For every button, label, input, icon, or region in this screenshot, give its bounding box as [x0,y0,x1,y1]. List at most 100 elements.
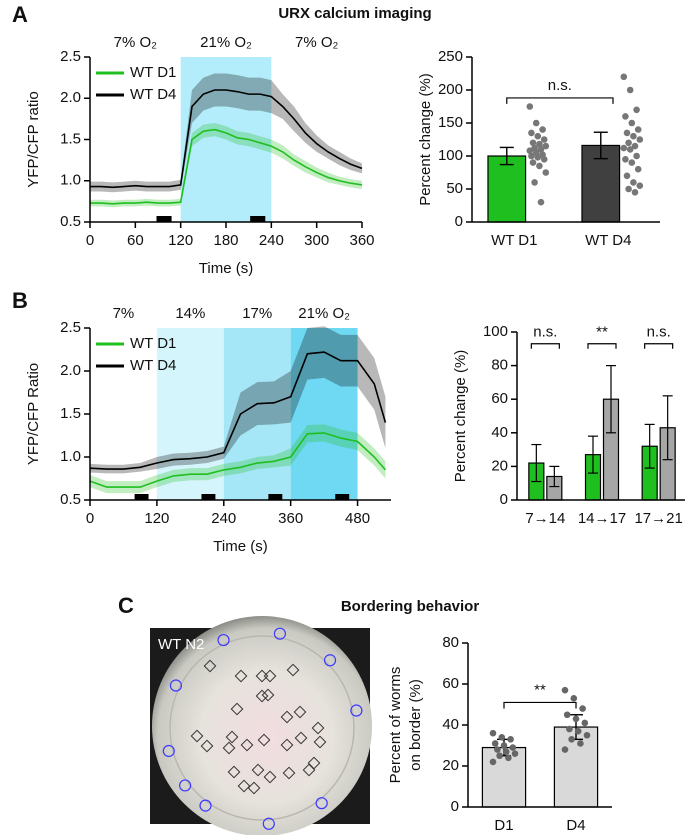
x-tick-label: 17→21 [634,510,682,527]
x-axis-label: Time (s) [213,538,267,555]
stimulus-bar [134,494,149,500]
y-axis-label: Percent change (%) [417,73,434,206]
data-point [536,162,543,170]
data-point [540,156,548,163]
data-point [623,129,631,137]
bar [553,726,599,808]
y-tick-label: 150 [438,114,463,131]
worm-marker [225,730,239,744]
worm-marker [240,738,254,752]
error-band [90,424,386,494]
phase-label: 21% O₂ [298,305,350,322]
data-point [542,142,550,150]
y-tick-label: 50 [446,180,463,197]
stimulus-bar [156,216,172,222]
data-point [539,126,546,133]
data-point [631,189,639,196]
x-tick-label: 240 [211,510,236,527]
y-tick-label: 2.0 [60,89,81,106]
data-point [628,119,636,127]
phase-label: 17% [242,305,272,322]
comparison-label: n.s. [533,324,557,341]
data-point [496,752,503,760]
dish [152,616,372,835]
border-worm-marker [162,744,175,758]
data-point [636,136,644,143]
phase-label: 7% O₂ [295,34,339,51]
panel-label: B [12,288,28,313]
data-point [534,154,542,161]
border-worm-marker [199,799,212,812]
x-tick-label: 480 [345,510,370,527]
phase-shading [180,57,272,222]
data-point [634,165,642,173]
series-line [89,432,387,488]
worm-marker [190,729,204,743]
panel-label: C [118,593,134,618]
data-point [489,729,497,737]
worm-marker [247,781,261,795]
data-point [529,139,537,147]
panel-label: A [12,2,28,27]
data-point [577,740,584,747]
legend-label: WT D1 [130,335,176,352]
data-point [534,132,542,140]
data-point [537,198,545,206]
y-tick-label: 80 [442,634,459,651]
data-point [574,727,582,735]
data-point [626,86,634,94]
y-axis-label: YFP/CFP Ratio [25,363,42,465]
y-tick-label: 1.0 [60,172,81,189]
data-point [526,147,534,155]
border-worm-marker [273,627,287,640]
worm-marker [293,705,307,719]
comparison-bracket [503,701,577,709]
y-tick-label: 0 [500,491,508,508]
comparison-bracket [644,343,674,349]
data-point [636,182,644,189]
worm-marker [203,659,217,673]
series-line [90,128,363,205]
data-point [628,159,636,166]
worm-marker [257,733,271,747]
worm-marker [230,702,244,716]
chart-title: Bordering behavior [341,598,480,615]
phase-shading [223,328,291,500]
data-point [620,144,628,152]
y-tick-label: 20 [442,757,459,774]
dish-photo: WT N2 [150,616,372,835]
border-worm-marker [169,679,183,692]
chart-title: URX calcium imaging [278,5,431,22]
y-axis-label: on border (%) [407,679,424,771]
y-tick-label: 0 [451,798,459,815]
x-tick-label: 120 [168,232,193,249]
y-tick-label: 2.5 [60,48,81,65]
y-axis-label: Percent of worms [387,667,404,784]
worm-marker [280,710,294,724]
x-tick-label: D4 [566,817,585,834]
data-point [625,185,632,193]
y-tick-label: 80 [491,357,508,374]
data-point [536,140,543,148]
data-point [622,113,629,120]
data-point [566,725,573,733]
data-point [526,103,534,110]
worm-marker [286,663,300,677]
phase-shading [156,328,224,500]
x-tick-label: 14→17 [578,510,626,527]
x-tick-label: WT D4 [585,232,631,249]
worm-marker [227,765,241,779]
data-point [634,126,642,133]
border-worm-marker [350,704,363,717]
worm-marker [200,739,214,753]
x-tick-label: 240 [259,232,284,249]
stimulus-bar [250,216,266,222]
comparison-label: n.s. [647,324,671,341]
y-tick-label: 40 [442,716,459,733]
data-point [572,715,580,723]
data-point [620,73,628,81]
data-point [626,146,634,153]
worm-marker [261,688,275,702]
data-point [509,744,517,751]
stimulus-bar [335,494,350,500]
